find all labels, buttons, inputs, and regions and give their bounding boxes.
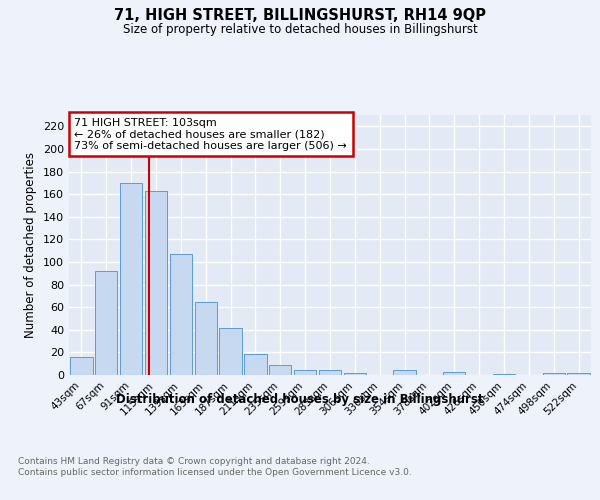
Text: Distribution of detached houses by size in Billingshurst: Distribution of detached houses by size … bbox=[116, 392, 484, 406]
Bar bbox=[319, 370, 341, 375]
Bar bbox=[394, 370, 416, 375]
Text: Size of property relative to detached houses in Billingshurst: Size of property relative to detached ho… bbox=[122, 22, 478, 36]
Bar bbox=[269, 365, 292, 375]
Bar bbox=[145, 190, 167, 375]
Bar bbox=[542, 372, 565, 375]
Bar bbox=[95, 271, 118, 375]
Bar bbox=[194, 302, 217, 375]
Bar bbox=[493, 374, 515, 375]
Bar bbox=[294, 370, 316, 375]
Bar bbox=[220, 328, 242, 375]
Bar bbox=[170, 254, 192, 375]
Text: 71 HIGH STREET: 103sqm
← 26% of detached houses are smaller (182)
73% of semi-de: 71 HIGH STREET: 103sqm ← 26% of detached… bbox=[74, 118, 347, 151]
Bar bbox=[244, 354, 266, 375]
Bar bbox=[344, 372, 366, 375]
Bar bbox=[568, 372, 590, 375]
Bar bbox=[120, 183, 142, 375]
Text: 71, HIGH STREET, BILLINGSHURST, RH14 9QP: 71, HIGH STREET, BILLINGSHURST, RH14 9QP bbox=[114, 8, 486, 22]
Bar bbox=[70, 357, 92, 375]
Text: Contains HM Land Registry data © Crown copyright and database right 2024.
Contai: Contains HM Land Registry data © Crown c… bbox=[18, 458, 412, 477]
Y-axis label: Number of detached properties: Number of detached properties bbox=[25, 152, 37, 338]
Bar bbox=[443, 372, 466, 375]
